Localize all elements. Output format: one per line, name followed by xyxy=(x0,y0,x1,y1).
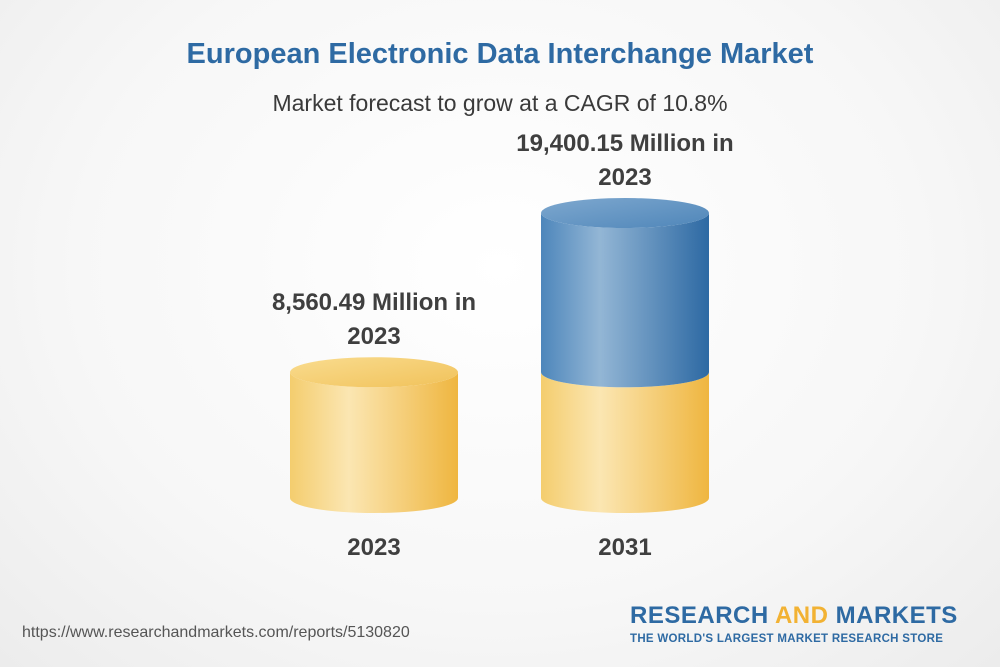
chart-title: European Electronic Data Interchange Mar… xyxy=(186,38,814,70)
source-url[interactable]: https://www.researchandmarkets.com/repor… xyxy=(22,624,410,641)
chart-subtitle: Market forecast to grow at a CAGR of 10.… xyxy=(272,90,728,116)
bar-base-2031 xyxy=(541,372,709,513)
bar-top-2023 xyxy=(290,357,458,388)
brand-name: RESEARCH AND MARKETS xyxy=(630,602,958,629)
category-label-2031: 2031 xyxy=(598,534,651,561)
brand-tagline: THE WORLD'S LARGEST MARKET RESEARCH STOR… xyxy=(630,633,944,645)
value-label-2031: 19,400.15 Million in 2023 xyxy=(516,130,733,191)
brand-logo: RESEARCH AND MARKETS THE WORLD'S LARGEST… xyxy=(630,602,980,645)
bar-growth-2031 xyxy=(541,213,709,388)
bar-base-2023 xyxy=(290,372,458,513)
value-label-2023: 8,560.49 Million in 2023 xyxy=(272,289,476,350)
category-label-2023: 2023 xyxy=(347,534,400,561)
bar-top-2031 xyxy=(541,198,709,228)
